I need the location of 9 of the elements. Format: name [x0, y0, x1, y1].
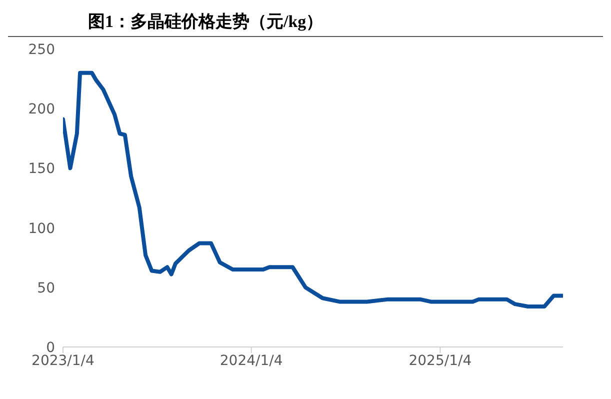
y-tick-label: 250 [28, 42, 55, 58]
x-tick-label: 2024/1/4 [220, 352, 283, 369]
y-tick-label: 200 [28, 102, 55, 118]
x-tick-label: 2025/1/4 [408, 352, 472, 369]
y-tick-label: 150 [28, 161, 55, 178]
line-series [63, 70, 563, 308]
chart-title: 图1：多晶硅价格走势（元/kg） [8, 8, 603, 37]
y-tick-label: 100 [28, 220, 55, 237]
y-tick-label: 50 [37, 280, 55, 296]
